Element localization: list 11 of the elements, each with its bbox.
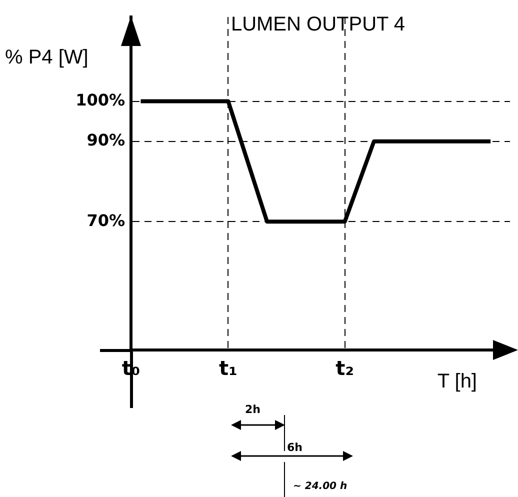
text: ~ 24.00 h [293,481,348,492]
x-tick-label: t₁ [219,356,238,380]
text: 6h [287,441,302,454]
chart-title: LUMEN OUTPUT 4 [230,14,406,36]
x-axis-title: T [h] [437,370,477,393]
y-tick-label: 90% [86,130,125,150]
x-tick-label: t₂ [336,356,354,380]
y-tick-label: 100% [76,90,125,110]
text: 2h [245,403,260,416]
y-tick-label: 70% [86,210,125,230]
y-axis-title: % P4 [W] [5,46,88,69]
